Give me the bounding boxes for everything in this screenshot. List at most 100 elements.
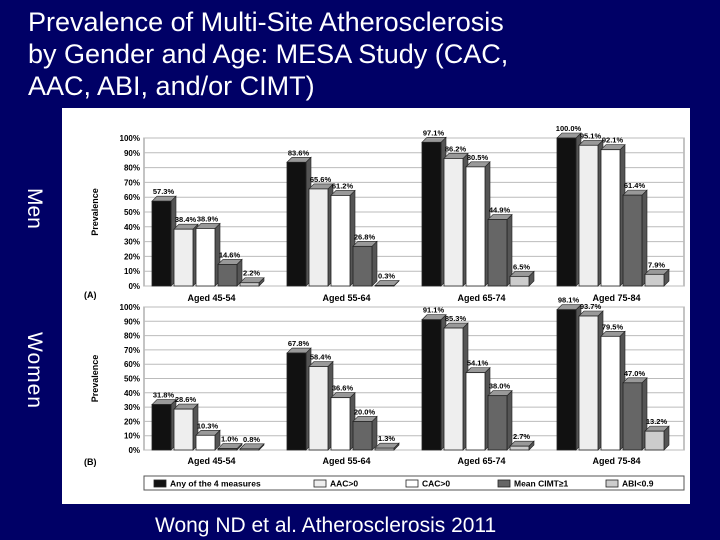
bar — [487, 219, 508, 287]
y-tick-label: 20% — [124, 252, 140, 261]
bar — [239, 282, 260, 287]
data-label: 61.4% — [624, 181, 646, 190]
y-tick-label: 50% — [124, 208, 140, 217]
x-tick-label: Aged 75-84 — [592, 456, 640, 466]
data-label: 93.7% — [580, 302, 602, 311]
bar — [556, 309, 577, 451]
bar — [151, 200, 172, 287]
data-label: 13.2% — [646, 417, 668, 426]
bar — [465, 372, 486, 451]
y-tick-label: 100% — [120, 303, 140, 312]
y-tick-label: 70% — [124, 178, 140, 187]
bar — [578, 144, 599, 287]
bar — [443, 327, 464, 451]
y-tick-label: 40% — [124, 223, 140, 232]
bar — [600, 335, 621, 451]
data-label: 44.9% — [489, 206, 511, 215]
data-label: 0.8% — [243, 435, 260, 444]
bar — [509, 445, 530, 451]
bar-side — [641, 189, 648, 287]
data-label: 67.8% — [288, 339, 310, 348]
bar — [622, 194, 643, 287]
x-tick-label: Aged 45-54 — [187, 456, 235, 466]
data-label: 95.1% — [580, 131, 602, 140]
y-tick-label: 90% — [124, 317, 140, 326]
bar — [600, 149, 621, 287]
data-label: 26.8% — [354, 232, 376, 241]
data-label: 14.6% — [219, 250, 241, 259]
bar — [217, 448, 238, 451]
data-label: 92.1% — [602, 136, 624, 145]
citation: Wong ND et al. Atherosclerosis 2011 — [155, 514, 497, 537]
legend-swatch — [605, 479, 619, 488]
y-tick-label: 80% — [124, 164, 140, 173]
bar — [556, 137, 577, 287]
chart-panel: 0% 10% 20% 30% 40% 50% 60% 70% 80% 90% 100% Prevale… — [62, 108, 690, 504]
bar — [622, 382, 643, 451]
y-tick-label: 90% — [124, 149, 140, 158]
data-label: 31.8% — [153, 391, 175, 400]
slide-title-line-1: Prevalence of Multi-Site Atherosclerosis — [28, 7, 504, 37]
y-tick-label: 100% — [120, 134, 140, 143]
x-tick-label: Aged 75-84 — [592, 293, 640, 303]
data-label: 61.2% — [332, 181, 354, 190]
bar-side — [506, 389, 513, 451]
y-tick-label: 30% — [124, 238, 140, 247]
chart-svg: 0% 10% 20% 30% 40% 50% 60% 70% 80% 90% 100% Prevale… — [84, 124, 685, 491]
panel-label: (B) — [84, 457, 97, 467]
bar — [330, 397, 351, 451]
bar — [374, 447, 395, 451]
bar — [330, 195, 351, 287]
data-label: 6.5% — [513, 262, 530, 271]
bar — [195, 434, 216, 451]
bar — [421, 319, 442, 451]
legend-swatch — [405, 479, 419, 488]
y-tick-label: 20% — [124, 417, 140, 426]
bar — [308, 188, 329, 287]
bar — [173, 408, 194, 451]
bar — [465, 166, 486, 287]
data-label: 7.9% — [648, 260, 665, 269]
legend-swatch — [153, 479, 167, 488]
panel-label: (A) — [84, 290, 97, 300]
bar — [421, 141, 442, 287]
legend-label: CAC>0 — [422, 479, 450, 489]
data-label: 57.3% — [153, 187, 175, 196]
chart-women: 0% 10% 20% 30% 40% 50% 60% 70% 80% 90% 100% Prevale… — [84, 296, 685, 491]
data-label: 28.6% — [175, 395, 197, 404]
legend-swatch — [497, 479, 511, 488]
data-label: 38.9% — [197, 214, 219, 223]
bar — [151, 404, 172, 451]
women-side-label: Women — [23, 332, 46, 409]
bar — [286, 161, 307, 287]
data-label: 38.0% — [489, 382, 511, 391]
y-tick-label: 40% — [124, 389, 140, 398]
data-label: 1.0% — [221, 435, 238, 444]
legend-swatch — [313, 479, 327, 488]
legend-label: Mean CIMT≥1 — [514, 479, 569, 489]
y-tick-label: 70% — [124, 346, 140, 355]
data-label: 36.6% — [332, 384, 354, 393]
data-label: 91.1% — [423, 306, 445, 315]
x-tick-label: Aged 65-74 — [457, 293, 505, 303]
legend-label: ABI<0.9 — [622, 479, 654, 489]
bar — [239, 448, 260, 451]
bar — [217, 263, 238, 287]
x-tick-label: Aged 65-74 — [457, 456, 505, 466]
data-label: 1.3% — [378, 434, 395, 443]
y-tick-label: 10% — [124, 432, 140, 441]
bar — [173, 228, 194, 287]
bar — [374, 285, 395, 287]
bar — [443, 158, 464, 287]
bar — [644, 430, 665, 451]
data-label: 98.1% — [558, 296, 580, 305]
data-label: 65.6% — [310, 175, 332, 184]
x-tick-label: Aged 45-54 — [187, 293, 235, 303]
data-label: 20.0% — [354, 407, 376, 416]
bar — [352, 420, 373, 451]
data-label: 10.3% — [197, 421, 219, 430]
y-tick-label: 60% — [124, 360, 140, 369]
y-axis-label: Prevalence — [90, 188, 100, 236]
y-tick-label: 0% — [128, 446, 140, 455]
y-axis-label: Prevalence — [90, 355, 100, 403]
